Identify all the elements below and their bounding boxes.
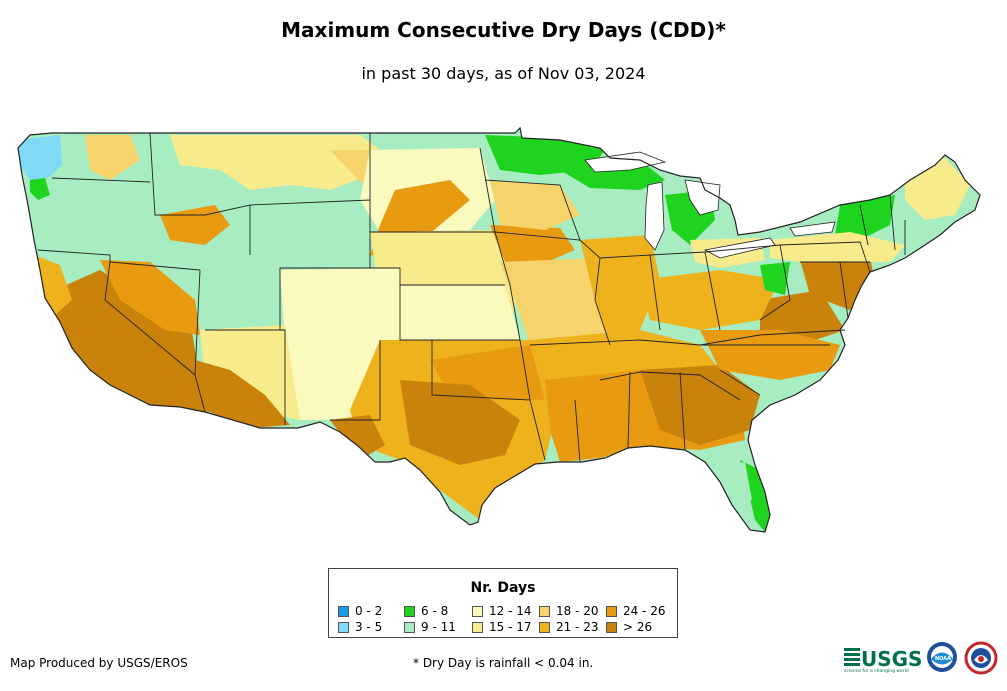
noaa-logo: NOAA [927,642,957,672]
noaa-wordmark: NOAA [935,656,951,662]
zone-15-17-utah-arizona [200,325,300,420]
legend-item: 21 - 23 [539,620,599,634]
state-borders [17,127,981,533]
legend-item: 3 - 5 [338,620,382,634]
nws-logo [964,641,998,675]
legend-swatch [606,622,617,633]
legend-item: 0 - 2 [338,604,382,618]
usgs-wordmark: USGS [861,647,922,671]
zone-24-26-iowa [490,225,575,265]
legend-label: 9 - 11 [421,620,456,634]
legend-label: 21 - 23 [556,620,599,634]
zone-21-23-ohio-valley [640,270,780,330]
lake-erie [703,237,776,259]
legend-swatch [539,606,550,617]
zone-12-14-montana [170,135,380,190]
zone-9-11-florida [728,462,752,505]
legend-title: Nr. Days [470,580,536,596]
zone-6-8-florida [740,460,772,532]
legend-label: 24 - 26 [623,604,666,618]
legend-item: 18 - 20 [539,604,599,618]
legend-label: > 26 [623,620,653,634]
zone-over-26-texas-central [400,380,520,465]
zone-24-26-nevada [100,260,200,335]
usgs-tagline: science for a changing world [844,668,909,674]
zone-12-14-kansas [400,285,520,345]
legend-label: 6 - 8 [421,604,449,618]
map-subtitle: in past 30 days, as of Nov 03, 2024 [361,64,646,83]
zone-over-26-alabama-georgia [640,365,760,445]
lake-ontario [789,221,836,237]
legend: Nr. Days 0 - 2 3 - 5 6 - 8 9 - 11 12 - 1… [328,568,678,638]
legend-item: 12 - 14 [472,604,532,618]
legend-swatch [404,606,415,617]
zone-21-23-california-coast [34,255,72,315]
zone-18-20-oregon [85,135,140,180]
zone-3-5-washington [18,135,62,180]
legend-swatch [404,622,415,633]
zone-over-26-texas-west [330,415,385,460]
zone-6-8-washington-coast [30,178,50,200]
legend-swatch [606,606,617,617]
legend-swatch [539,622,550,633]
zone-24-26-carolinas [700,330,840,380]
legend-label: 18 - 20 [556,604,599,618]
map-title: Maximum Consecutive Dry Days (CDD)* [281,18,726,42]
lake-huron [684,179,721,216]
legend-item: 9 - 11 [404,620,456,634]
cdd-map [17,127,981,533]
zone-6-8-minnesota [485,135,605,175]
zone-over-26-arizona-south [195,360,290,428]
lake-superior [584,151,667,173]
footnote: * Dry Day is rainfall < 0.04 in. [413,656,594,670]
legend-swatch [338,622,349,633]
legend-item: > 26 [606,620,652,634]
agency-logos: USGS science for a changing world NOAA [844,641,998,675]
legend-label: 0 - 2 [355,604,383,618]
legend-swatch [472,622,483,633]
legend-label: 3 - 5 [355,620,383,634]
legend-label: 12 - 14 [489,604,532,618]
legend-swatch [338,606,349,617]
zone-15-17-northeast [770,232,905,262]
zone-21-23-illinois [580,235,660,345]
legend-swatch [472,606,483,617]
legend-label: 15 - 17 [489,620,532,634]
usgs-logo: USGS science for a changing world [844,647,922,674]
great-lakes [584,151,836,259]
legend-item: 6 - 8 [404,604,448,618]
lake-michigan [644,181,665,251]
zone-6-8-new-england [835,195,895,240]
legend-item: 24 - 26 [606,604,666,618]
zone-6-8-pa-west [760,262,790,295]
map-credit: Map Produced by USGS/EROS [10,656,188,670]
legend-item: 15 - 17 [472,620,532,634]
zone-18-20-wisconsin [490,180,580,230]
